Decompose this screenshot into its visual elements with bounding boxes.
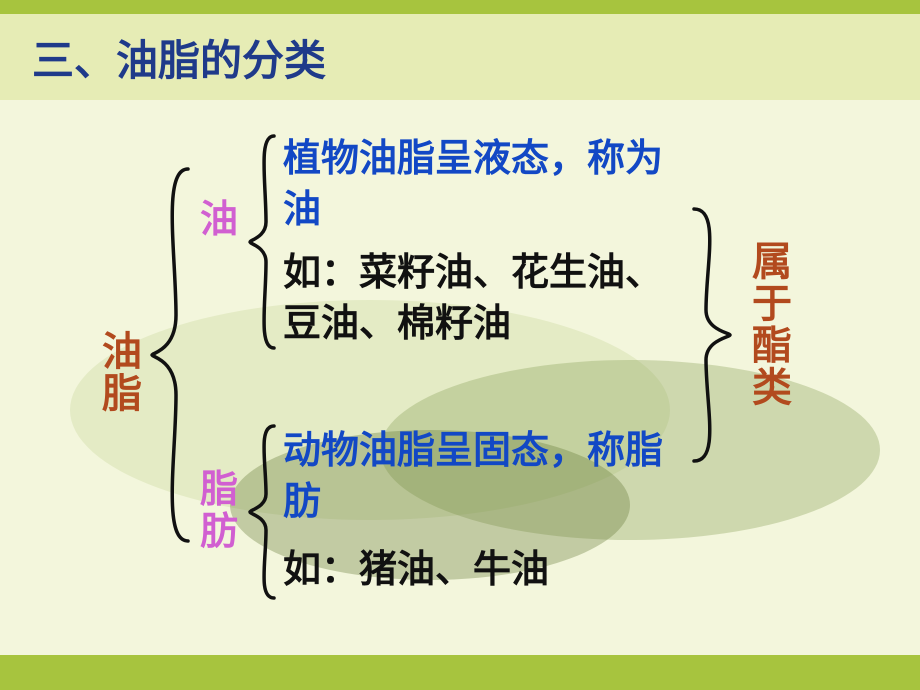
content-area: 油脂 油 植物油脂呈液态，称为油 如：菜籽油、花生油、豆油、棉籽油 脂肪 动物油… [0,100,920,655]
branch2-description: 动物油脂呈固态，称脂肪 [283,426,663,529]
brace-icon [690,205,734,465]
root-label: 油脂 [95,330,145,414]
top-accent-bar [0,0,920,14]
bottom-accent-bar [0,655,920,690]
slide-title: 三、油脂的分类 [32,27,326,88]
branch2-label: 脂肪 [200,470,250,554]
branch2-example: 如：猪油、牛油 [283,545,683,596]
right-summary-label: 属于酯类 [745,240,795,408]
brace-icon [246,132,276,352]
title-bar: 三、油脂的分类 [0,14,920,100]
branch1-label: 油 [200,195,250,246]
brace-icon [246,422,276,602]
branch1-example: 如：菜籽油、花生油、豆油、棉籽油 [283,248,683,351]
brace-icon [148,165,192,545]
branch1-description: 植物油脂呈液态，称为油 [283,134,663,237]
slide: 三、油脂的分类 油脂 油 植物油脂呈液态，称为油 如：菜籽油、花生油、豆油、棉籽… [0,0,920,690]
